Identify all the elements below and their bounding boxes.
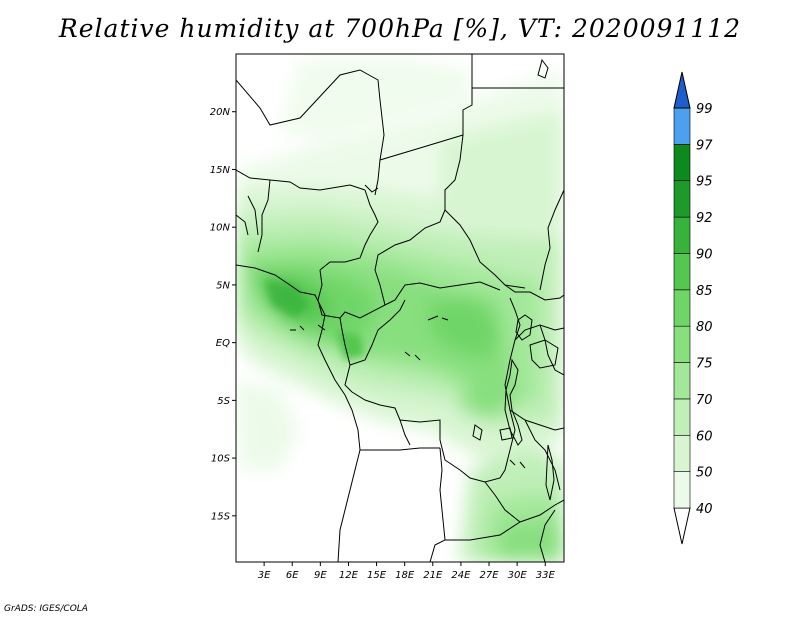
latitude-axis: 20N 15N 10N 5N EQ 5S 10S 15S [210,107,236,522]
humidity-field [236,54,564,562]
colorbar: 40 50 60 70 75 80 85 90 92 95 97 99 [673,71,713,545]
colorbar-label: 92 [696,211,713,226]
colorbar-label: 75 [696,357,713,372]
lon-tick-label: 33E [536,570,556,581]
colorbar-segment [673,180,691,218]
chart-title: Relative humidity at 700hPa [%], VT: 202… [58,14,742,43]
lon-tick-label: 21E [423,570,443,581]
lon-tick-label: 27E [480,570,500,581]
colorbar-label: 95 [696,175,713,190]
colorbar-label: 90 [696,247,713,262]
lat-tick-label: 15S [211,511,231,522]
lon-tick-label: 24E [451,570,471,581]
colorbar-label: 80 [696,320,713,335]
lon-tick-label: 12E [339,570,359,581]
longitude-axis: 3E 6E 9E 12E 15E 18E 21E 24E 27E 30E 33E [258,562,556,581]
colorbar-label: 60 [696,429,713,444]
lon-tick-label: 15E [367,570,387,581]
lat-tick-label: 5S [217,396,230,407]
lat-tick-label: 20N [210,107,231,118]
lon-tick-label: 18E [395,570,415,581]
grads-credit: GrADS: IGES/COLA [4,604,88,614]
lat-tick-label: 10S [211,454,231,465]
colorbar-segment [673,471,691,509]
lat-tick-label: 15N [210,165,231,176]
lon-tick-label: 3E [258,570,271,581]
colorbar-segment [673,144,691,182]
colorbar-bottom-arrow [673,507,691,545]
colorbar-segment [673,434,691,472]
lat-tick-label: 5N [216,280,230,291]
country-borders [236,54,564,562]
lon-tick-label: 9E [314,570,327,581]
colorbar-label: 70 [696,393,713,408]
colorbar-segment [673,325,691,363]
colorbar-segment [673,398,691,436]
colorbar-label: 85 [696,284,713,299]
colorbar-label: 50 [696,466,713,481]
lat-tick-label: 10N [210,223,231,234]
colorbar-segment [673,107,691,145]
colorbar-label: 40 [696,502,713,517]
lon-tick-label: 6E [286,570,299,581]
lat-tick-label: EQ [216,338,230,349]
colorbar-label: 97 [696,138,713,153]
map-frame [235,53,565,563]
colorbar-top-arrow [673,71,691,109]
colorbar-segment [673,362,691,400]
colorbar-segment [673,253,691,291]
colorbar-segment [673,289,691,327]
colorbar-segment [673,216,691,254]
colorbar-label: 99 [696,102,713,117]
lon-tick-label: 30E [508,570,528,581]
